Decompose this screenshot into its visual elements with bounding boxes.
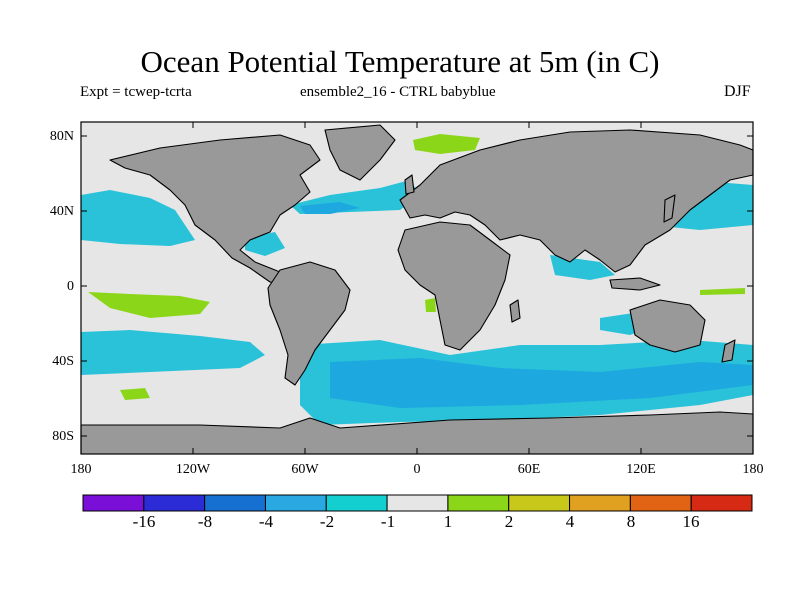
- lon-tick-label: 60E: [517, 462, 541, 477]
- season-label: DJF: [724, 83, 751, 100]
- colorbar-box: [143, 494, 206, 512]
- lat-tick-label: 40N: [49, 204, 74, 219]
- madagascar-land: [509, 299, 521, 323]
- lon-tick-label: 180: [742, 462, 764, 477]
- colorbar-box: [264, 494, 327, 512]
- cooler-anomaly-regions: [300, 202, 753, 408]
- colorbar-label: -4: [258, 512, 274, 531]
- lat-tick-label: 40S: [52, 354, 74, 369]
- indian-ocean-cool-patch: [550, 255, 615, 280]
- colorbar-box: [569, 494, 631, 512]
- axis-ticks: [81, 122, 753, 454]
- colorbar-box: [690, 494, 753, 512]
- colorbar-box: [629, 494, 692, 512]
- greenland-land: [324, 124, 396, 181]
- indonesia-land: [609, 277, 661, 291]
- colorbar-box: [447, 494, 510, 512]
- southern-ocean-cooler-core: [330, 358, 753, 408]
- land-masses: [80, 124, 754, 455]
- japan-land: [663, 194, 676, 223]
- colorbar-label: -16: [132, 512, 156, 531]
- lon-tick-label: 180: [70, 462, 92, 477]
- colorbar-box: [386, 494, 449, 512]
- lon-tick-label: 120W: [175, 462, 211, 477]
- lat-tick-label: 80S: [52, 429, 74, 444]
- north-america-land: [109, 134, 321, 286]
- page-title: Ocean Potential Temperature at 5m (in C): [140, 44, 660, 79]
- colorbar-box: [204, 494, 266, 512]
- tropical-pacific-warm-patch: [88, 292, 210, 318]
- australia-land: [629, 299, 706, 353]
- colorbar-label: 4: [565, 512, 575, 531]
- africa-land: [397, 221, 511, 351]
- lon-tick-label: 0: [413, 462, 421, 477]
- north-pacific-cool-patch: [81, 190, 195, 246]
- colorbar-box: [325, 494, 388, 512]
- colorbar-label: -1: [380, 512, 396, 531]
- colorbar-label: 2: [504, 512, 514, 531]
- lon-tick-label: 120E: [626, 462, 656, 477]
- colorbar-box: [82, 494, 145, 512]
- colorbar-label: 1: [443, 512, 453, 531]
- lat-tick-label: 0: [67, 279, 74, 294]
- warm-anomaly-regions: [88, 134, 745, 400]
- lon-tick-label: 60W: [291, 462, 319, 477]
- south-pacific-warm-patch: [120, 388, 150, 400]
- western-pacific-warm-patch: [700, 288, 745, 295]
- colorbar-label: -2: [319, 512, 335, 531]
- ensemble-label: ensemble2_16 - CTRL babyblue: [300, 84, 496, 100]
- northwest-atlantic-cooler-patch: [300, 202, 360, 214]
- colorbar-label: -8: [197, 512, 213, 531]
- uk-land: [404, 174, 415, 195]
- south-america-land: [267, 261, 351, 386]
- colorbar-label: 8: [626, 512, 636, 531]
- eurasia-land: [399, 129, 754, 273]
- south-pacific-cool-patch: [81, 330, 265, 375]
- atlantic-warm-patch: [425, 298, 436, 312]
- experiment-label: Expt = tcwep-tcrta: [80, 84, 192, 100]
- arctic-warm-patch: [413, 134, 480, 154]
- colorbar-box: [508, 494, 571, 512]
- map-frame-group: [80, 121, 754, 455]
- colorbar-boxes: [82, 494, 753, 512]
- colorbar-label: 16: [682, 512, 700, 531]
- new-zealand-land: [721, 339, 736, 363]
- lat-tick-label: 80N: [49, 129, 74, 144]
